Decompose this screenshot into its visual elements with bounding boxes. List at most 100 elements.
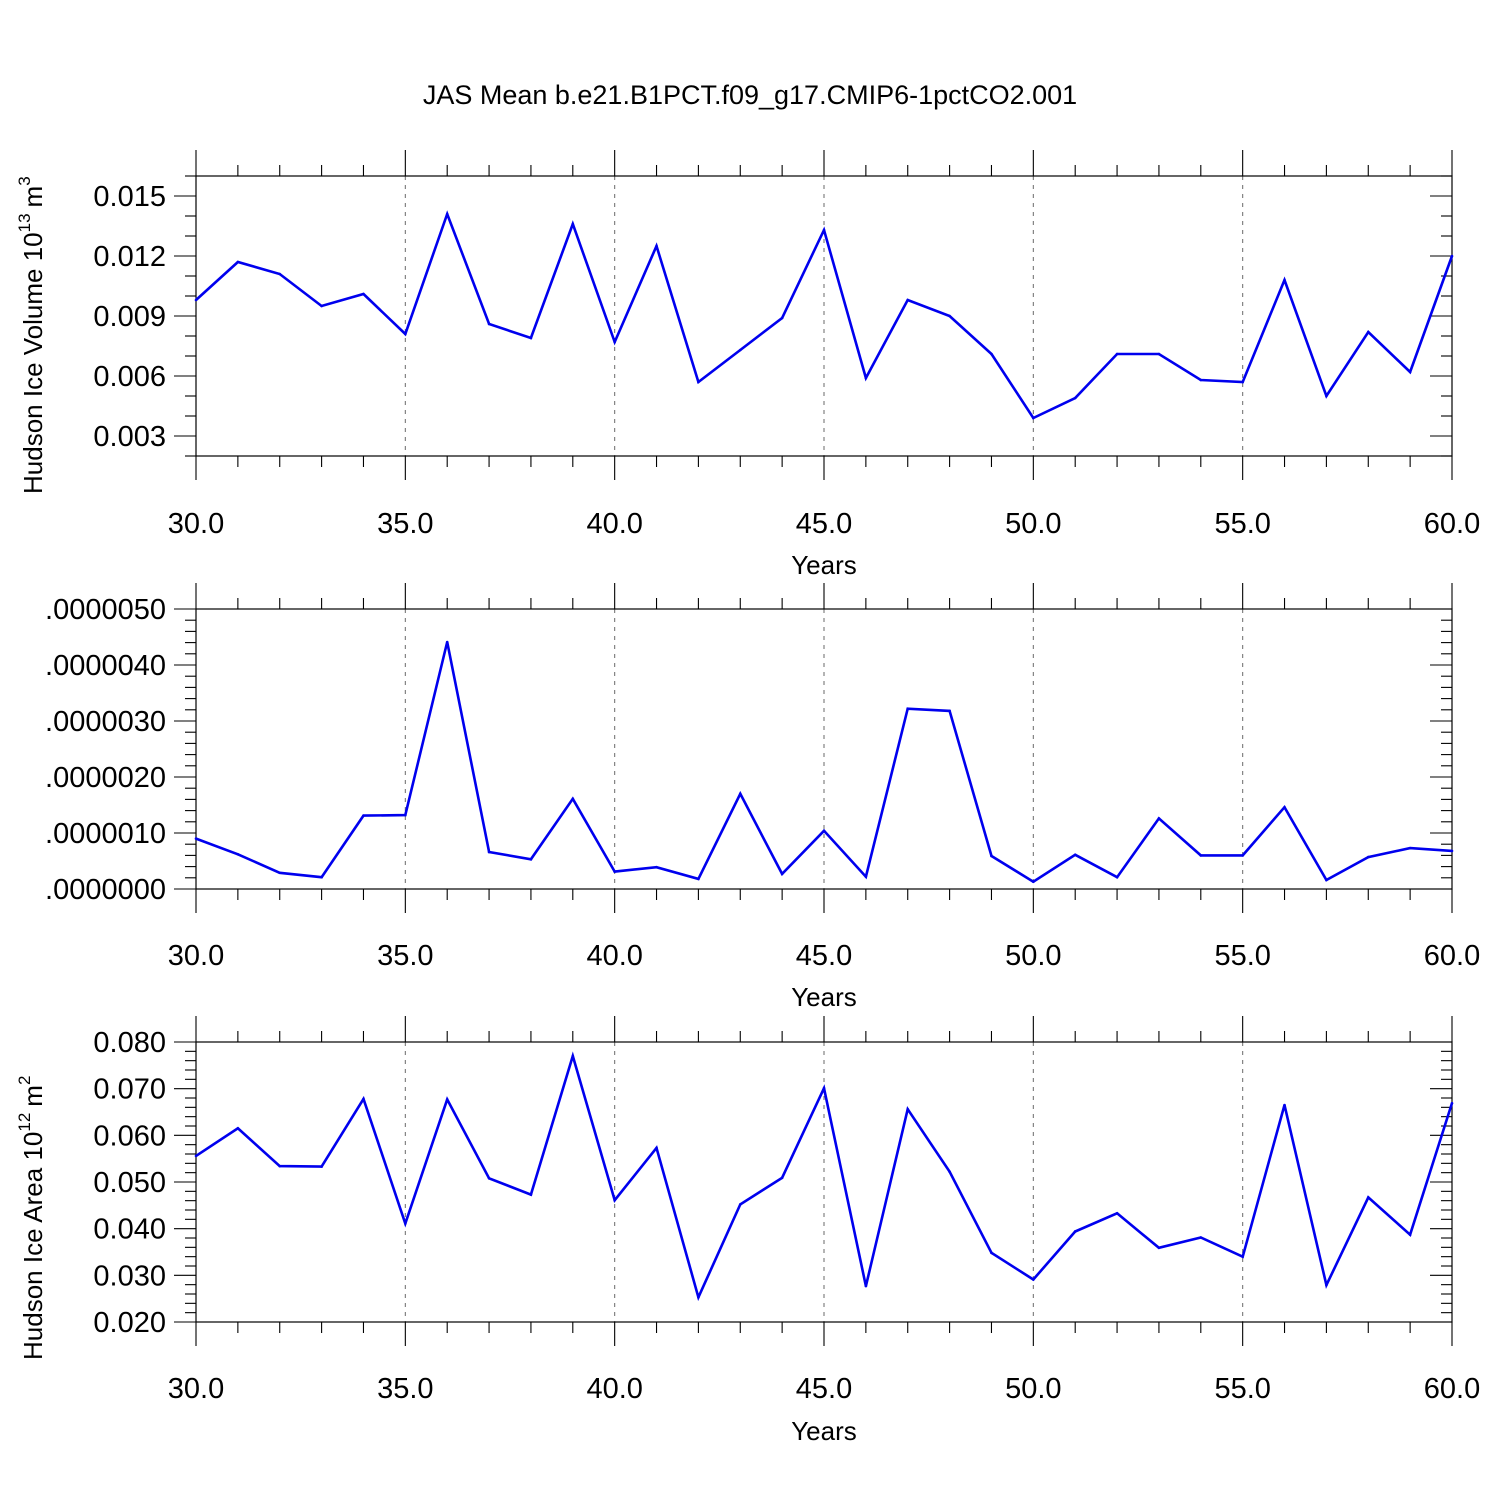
- data-point: [655, 1146, 658, 1150]
- x-axis-title: Years: [791, 982, 857, 1012]
- data-point: [1408, 1233, 1412, 1237]
- data-point: [738, 348, 742, 352]
- data-point: [1325, 1283, 1328, 1287]
- data-point: [278, 1164, 282, 1168]
- x-tick-label: 45.0: [796, 940, 852, 972]
- x-tick-label: 60.0: [1424, 508, 1480, 540]
- data-point: [1283, 1103, 1286, 1107]
- data-point: [655, 865, 658, 869]
- data-point: [948, 314, 951, 318]
- data-point: [906, 707, 910, 710]
- y-tick-label: 0.015: [93, 181, 166, 213]
- data-point: [362, 814, 365, 817]
- x-tick-label: 30.0: [168, 508, 224, 540]
- data-point: [1450, 254, 1454, 258]
- data-point: [822, 1086, 826, 1090]
- x-tick-label: 40.0: [586, 1373, 642, 1405]
- x-tick-label: 35.0: [377, 1373, 433, 1405]
- data-point: [445, 1098, 449, 1101]
- data-point: [1032, 880, 1035, 884]
- y-tick-label: .0000020: [45, 762, 166, 794]
- y-axis-title-unit: m: [18, 1085, 48, 1107]
- y-axis-title-unit-exponent: 2: [15, 1076, 34, 1085]
- data-point: [194, 837, 198, 840]
- data-point: [655, 244, 658, 248]
- x-tick-label: 60.0: [1424, 1373, 1480, 1405]
- data-point: [1283, 278, 1286, 282]
- data-point: [738, 1203, 742, 1206]
- data-point: [487, 1176, 491, 1180]
- data-point: [1325, 394, 1328, 398]
- data-point: [404, 1222, 407, 1225]
- data-point: [613, 340, 616, 344]
- data-point: [1157, 817, 1161, 820]
- data-point: [906, 1107, 910, 1111]
- y-axis-title: Hudson Ice Volume 1013 m3: [15, 176, 48, 494]
- data-point: [1073, 1230, 1077, 1233]
- data-point: [822, 829, 826, 833]
- y-tick-label: 0.060: [93, 1120, 166, 1152]
- y-tick-label: 0.040: [93, 1214, 166, 1246]
- y-axis-title-unit-exponent: 3: [15, 176, 34, 185]
- y-axis-title-exponent: 12: [15, 1113, 34, 1132]
- x-axis-title: Years: [791, 1416, 857, 1446]
- x-axis-title: Years: [791, 550, 857, 580]
- data-point: [236, 1127, 240, 1130]
- data-point: [278, 272, 282, 276]
- y-tick-label: 0.070: [93, 1074, 166, 1106]
- x-tick-label: 45.0: [796, 1373, 852, 1405]
- y-axis-title-exponent: 13: [15, 213, 34, 232]
- y-tick-label: .0000010: [45, 818, 166, 850]
- data-point: [1073, 396, 1077, 400]
- data-point: [278, 871, 282, 875]
- y-tick-label: .0000030: [45, 706, 166, 738]
- x-tick-label: 50.0: [1005, 1373, 1061, 1405]
- data-point: [697, 1295, 700, 1299]
- data-point: [194, 298, 198, 302]
- x-tick-label: 55.0: [1214, 1373, 1270, 1405]
- data-point: [194, 1154, 198, 1158]
- data-point: [948, 709, 951, 713]
- data-point: [445, 212, 449, 216]
- data-point: [1408, 370, 1412, 374]
- data-point: [1032, 1278, 1035, 1281]
- data-point: [236, 260, 240, 264]
- data-point: [487, 322, 491, 326]
- data-point: [864, 875, 868, 878]
- data-point: [571, 797, 575, 801]
- data-point: [1241, 380, 1244, 384]
- y-tick-label: 0.009: [93, 301, 166, 333]
- data-point: [404, 813, 407, 817]
- data-point: [1325, 878, 1328, 882]
- data-point: [571, 1054, 575, 1058]
- data-point: [864, 1284, 868, 1288]
- data-point: [1115, 875, 1119, 879]
- data-point: [864, 376, 868, 380]
- data-point: [990, 854, 993, 858]
- data-point: [780, 872, 784, 876]
- data-point: [487, 850, 491, 854]
- x-tick-label: 55.0: [1214, 940, 1270, 972]
- data-point: [697, 380, 700, 384]
- x-tick-label: 40.0: [586, 508, 642, 540]
- panel-ice-area: 30.0 35.0 40.0 45.0 50.0 55.0 60.0 0.020 0.030 0.…: [15, 1016, 1480, 1446]
- data-point: [1199, 378, 1203, 382]
- data-point: [445, 640, 449, 644]
- data-point: [1283, 805, 1286, 809]
- data-point: [948, 1170, 951, 1174]
- x-tick-label: 30.0: [168, 1373, 224, 1405]
- data-point: [236, 852, 240, 856]
- y-tick-label: .0000050: [45, 594, 166, 626]
- panel-middle: 30.0 35.0 40.0 45.0 50.0 55.0 60.0 .0000000 .000…: [45, 583, 1480, 1012]
- data-point: [780, 316, 784, 320]
- y-axis-title: Hudson Ice Area 1012 m2: [15, 1076, 48, 1360]
- x-tick-label: 50.0: [1005, 508, 1061, 540]
- data-point: [990, 1251, 993, 1255]
- data-point: [529, 1193, 533, 1196]
- x-tick-label: 60.0: [1424, 940, 1480, 972]
- y-tick-label: 0.012: [93, 241, 166, 273]
- data-point: [780, 1176, 784, 1180]
- y-axis-title-text: Hudson Ice Volume 10: [18, 232, 48, 494]
- x-tick-label: 50.0: [1005, 940, 1061, 972]
- data-point: [738, 792, 742, 796]
